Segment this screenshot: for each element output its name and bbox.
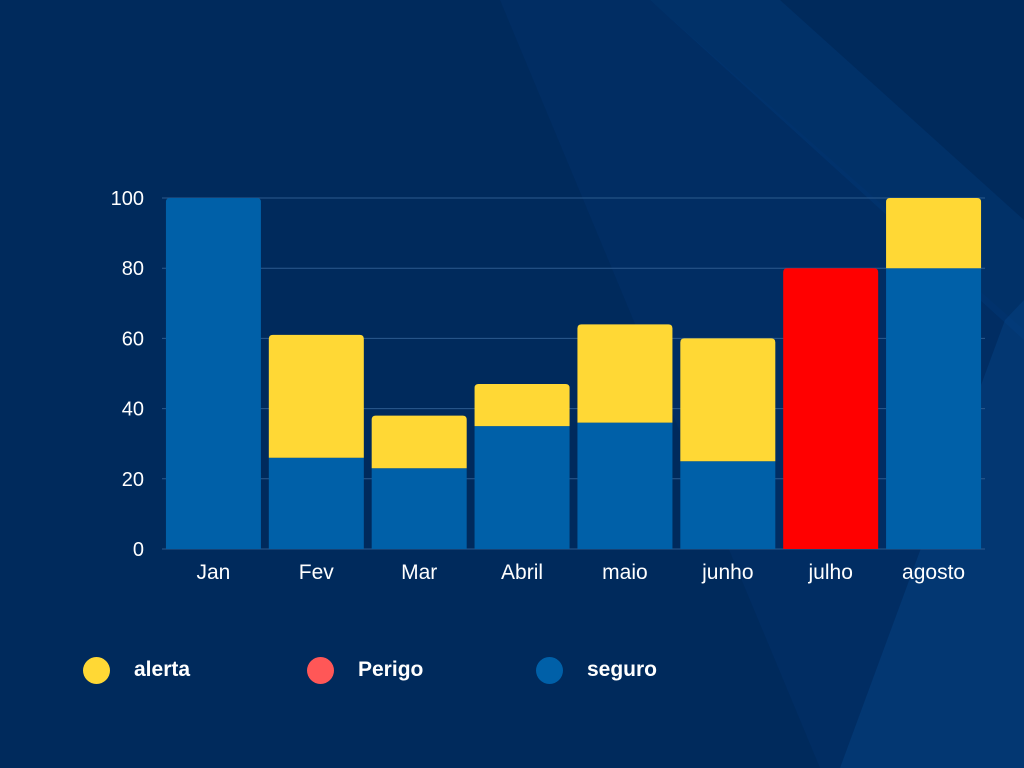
- x-tick-label-julho: julho: [808, 561, 853, 584]
- y-tick-label: 80: [122, 258, 144, 280]
- bar-alerta-maio: [577, 324, 673, 423]
- legend-item-perigo: Perigo: [307, 650, 423, 690]
- bar-seguro-junho: [680, 461, 776, 549]
- y-tick-label: 100: [111, 188, 144, 210]
- y-tick-label: 40: [122, 399, 144, 421]
- y-tick-label: 60: [122, 328, 144, 350]
- x-axis-labels: Jan Fev Mar Abril maio junho julho agosto: [197, 561, 966, 584]
- y-tick-label: 20: [122, 469, 144, 491]
- bar-alerta-mar: [371, 415, 467, 469]
- legend-label-alerta: alerta: [134, 658, 191, 681]
- x-tick-label-agosto: agosto: [902, 561, 965, 584]
- bar-seguro-abril: [474, 426, 570, 549]
- bar-seguro-agosto: [886, 268, 982, 549]
- bar-alerta-abril: [474, 384, 570, 427]
- bar-seguro-mar: [371, 468, 467, 549]
- y-tick-label: 0: [133, 539, 144, 561]
- bars: [165, 198, 982, 549]
- legend-item-alerta: alerta: [83, 650, 190, 690]
- bar-seguro-maio: [577, 422, 673, 549]
- bar-perigo-julho: [783, 268, 879, 549]
- bar-alerta-agosto: [886, 198, 982, 269]
- y-axis-ticks: 0 20 40 60 80 100: [111, 188, 144, 561]
- legend-label-perigo: Perigo: [358, 658, 424, 681]
- bar-seguro-fev: [268, 457, 364, 549]
- bar-alerta-junho: [680, 338, 776, 462]
- bar-alerta-fev: [268, 334, 364, 458]
- legend-swatch-seguro: [536, 656, 563, 684]
- x-tick-label-maio: maio: [602, 561, 648, 584]
- legend-item-seguro: seguro: [536, 650, 657, 690]
- x-tick-label-mar: Mar: [401, 561, 437, 584]
- x-tick-label-abril: Abril: [501, 561, 543, 584]
- x-tick-label-fev: Fev: [299, 561, 335, 584]
- legend-label-seguro: seguro: [587, 658, 658, 681]
- x-tick-label-junho: junho: [701, 561, 753, 584]
- legend-swatch-alerta: [83, 656, 110, 684]
- legend: alerta Perigo seguro: [0, 650, 1024, 690]
- legend-swatch-perigo: [307, 656, 334, 684]
- x-tick-label-jan: Jan: [197, 561, 231, 584]
- bar-seguro-jan: [165, 198, 261, 549]
